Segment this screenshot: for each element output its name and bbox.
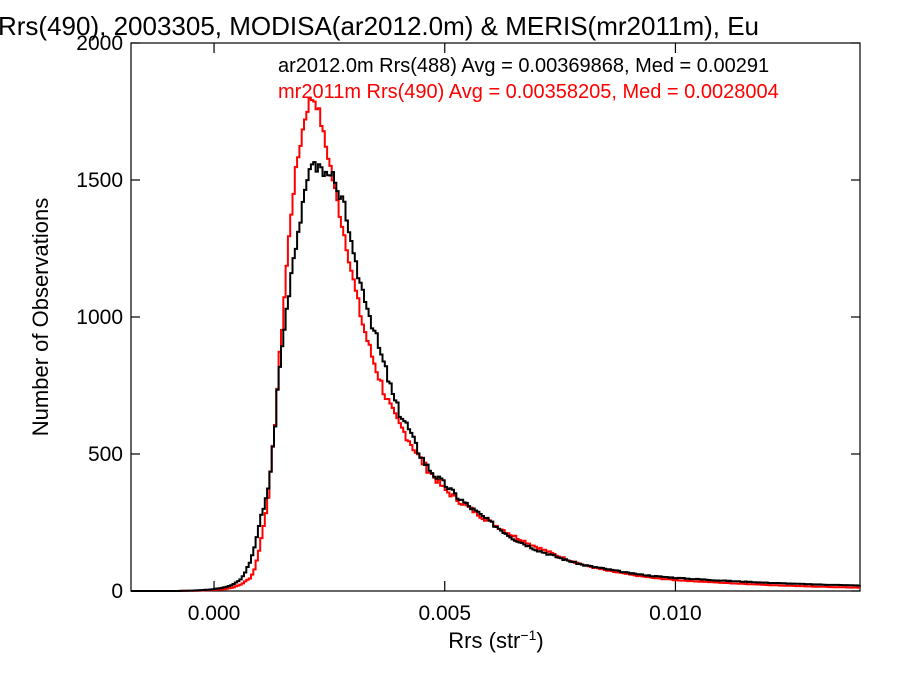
y-tick-label: 1500 xyxy=(76,169,123,192)
series-line-1 xyxy=(131,161,861,592)
plot-frame xyxy=(130,42,861,592)
y-tick-label: 2000 xyxy=(76,32,123,55)
chart-title: Rrs(490), 2003305, MODISA(ar2012.0m) & M… xyxy=(0,11,759,41)
x-axis-label: Rrs (str−1) xyxy=(448,627,543,653)
y-axis-label: Number of Observations xyxy=(28,198,53,436)
series-line-2 xyxy=(131,97,860,592)
x-axis-label-close: ) xyxy=(536,628,543,653)
x-axis-label-main: Rrs (str xyxy=(448,628,520,653)
y-axis: 0 500 1000 1500 2000 xyxy=(76,32,860,603)
y-tick-label: 1000 xyxy=(76,306,123,329)
x-tick-label: 0.010 xyxy=(649,602,702,625)
x-axis-label-exponent: −1 xyxy=(520,627,536,643)
y-tick-label: 0 xyxy=(111,580,123,603)
x-tick-label: 0.000 xyxy=(188,602,241,625)
y-tick-label: 500 xyxy=(88,443,123,466)
series-lines xyxy=(131,97,861,592)
legend-entry-1: ar2012.0m Rrs(488) Avg = 0.00369868, Med… xyxy=(278,55,769,77)
x-tick-label: 0.005 xyxy=(418,602,471,625)
legend-entry-2: mr2011m Rrs(490) Avg = 0.00358205, Med =… xyxy=(278,81,779,103)
x-axis: 0.000 0.005 0.010 xyxy=(188,43,702,625)
